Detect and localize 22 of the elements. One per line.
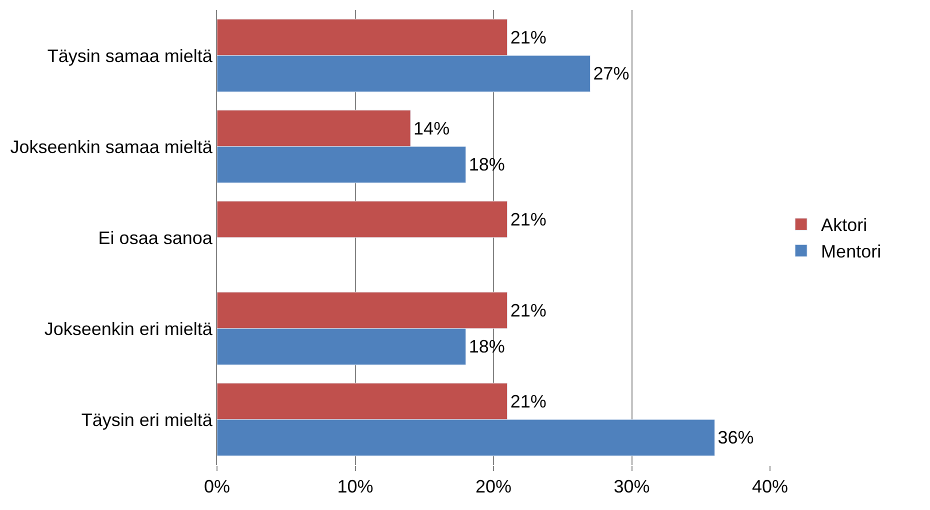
legend-label: Mentori — [821, 242, 882, 262]
y-tick-label: Täysin eri mieltä — [81, 410, 214, 430]
y-tick-label: Jokseenkin samaa mieltä — [10, 136, 214, 157]
bar — [217, 200, 508, 238]
x-tick-label: 0% — [204, 476, 230, 497]
y-tick-label: Ei osaa sanoa — [98, 228, 214, 248]
data-label: 21% — [510, 27, 546, 48]
data-label: 21% — [510, 391, 546, 412]
x-tick-label: 30% — [614, 476, 650, 497]
data-label: 21% — [510, 209, 546, 230]
y-tick-label: Täysin samaa mieltä — [47, 46, 214, 66]
x-tick-label: 20% — [475, 476, 512, 497]
data-label: 18% — [468, 336, 505, 357]
data-label: 27% — [593, 64, 630, 84]
x-tick-label: 40% — [752, 476, 788, 497]
data-label: 36% — [718, 428, 754, 448]
y-tick-label: Jokseenkin eri mieltä — [44, 318, 214, 339]
legend-label: Aktori — [821, 215, 868, 236]
data-label: 21% — [510, 300, 546, 320]
x-tick-label: 10% — [337, 476, 374, 497]
data-label: 14% — [414, 118, 450, 138]
data-label: 18% — [468, 154, 505, 175]
